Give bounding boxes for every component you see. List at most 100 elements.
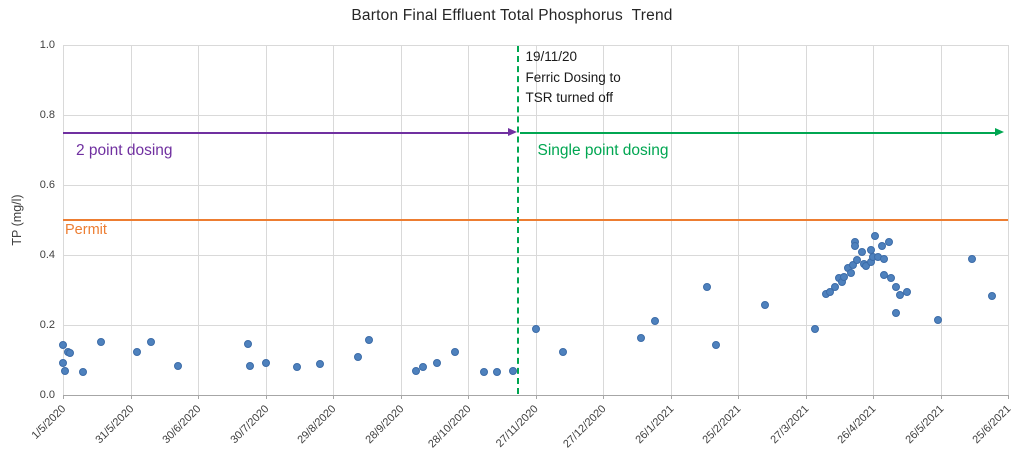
scatter-point: [761, 301, 769, 310]
x-tick-label: 29/8/2020: [295, 403, 339, 447]
scatter-point: [450, 347, 459, 356]
x-axis-tickmark: [63, 395, 64, 399]
scatter-point: [891, 309, 900, 318]
scatter-point: [97, 338, 106, 347]
scatter-point: [245, 361, 254, 370]
y-tick-label: 0.2: [39, 319, 55, 331]
x-axis-tickmark: [535, 395, 537, 399]
permit-label: Permit: [65, 222, 107, 238]
single-point-dosing-arrow: [519, 131, 995, 134]
scatter-point: [968, 254, 976, 263]
x-tick-label: 1/5/2020: [29, 403, 69, 442]
x-axis-tickmark: [1008, 395, 1009, 399]
scatter-point: [79, 367, 88, 376]
x-axis-tickmark: [940, 395, 942, 399]
scatter-point: [902, 287, 911, 296]
x-axis-tickmark: [333, 395, 334, 399]
two-point-dosing-label: 2 point dosing: [76, 141, 173, 159]
event-annotation-line-3: TSR turned off: [525, 90, 614, 105]
scatter-point: [884, 238, 893, 247]
y-axis-title: TP (mg/l): [10, 194, 24, 246]
scatter-point: [61, 366, 70, 375]
dosing-change-dashed-line: [516, 46, 519, 394]
y-tick-label: 0.0: [39, 389, 55, 401]
scatter-point: [59, 359, 67, 368]
x-axis-line: [63, 395, 1008, 396]
scatter-point: [851, 241, 859, 250]
scatter-point: [419, 363, 427, 371]
scatter-point: [878, 241, 886, 250]
scatter-point: [133, 347, 142, 356]
scatter-point: [891, 282, 900, 291]
y-tick-label: 0.6: [39, 179, 55, 191]
scatter-point: [846, 269, 855, 278]
x-axis-tickmark: [873, 395, 874, 399]
scatter-point: [146, 338, 155, 347]
single-point-dosing-label: Single point dosing: [537, 141, 669, 159]
scatter-point: [880, 254, 889, 263]
plot-area: Permit 2 point dosing Single point dosin…: [59, 45, 1009, 399]
x-tick-label: 28/10/2020: [426, 403, 474, 451]
scatter-point: [650, 316, 659, 325]
x-tick-label: 27/3/2021: [767, 403, 811, 447]
scatter-point: [988, 291, 997, 300]
scatter-point: [353, 352, 362, 361]
x-tick-label: 26/1/2021: [632, 403, 676, 447]
y-tick-label: 1.0: [39, 39, 55, 51]
scatter-point: [261, 359, 270, 368]
x-axis-tickmark: [198, 395, 199, 399]
scatter-point: [839, 272, 848, 281]
x-tick-label: 26/5/2021: [902, 403, 946, 447]
scatter-point: [848, 261, 857, 270]
x-axis-tickmark: [603, 395, 604, 399]
scatter-point: [934, 316, 943, 325]
x-axis-tickmark: [265, 395, 267, 399]
x-tick-label: 25/6/2021: [970, 403, 1014, 447]
scatter-point: [173, 361, 182, 370]
vertical-gridline: [1008, 45, 1009, 395]
x-axis-tickmark: [468, 395, 469, 399]
x-tick-label: 25/2/2021: [700, 403, 744, 447]
y-tick-label: 0.8: [39, 109, 55, 121]
scatter-point: [711, 340, 720, 349]
scatter-point: [65, 349, 74, 357]
scatter-point: [637, 334, 646, 343]
x-axis-tickmark: [805, 395, 807, 399]
x-tick-label: 28/9/2020: [362, 403, 406, 447]
scatter-point: [810, 324, 819, 333]
scatter-point: [871, 232, 880, 241]
x-axis-tickmark: [400, 395, 402, 399]
x-tick-label: 27/11/2020: [494, 403, 541, 450]
x-axis-tickmark: [738, 395, 739, 399]
scatter-point: [293, 362, 301, 371]
scatter-point: [857, 247, 866, 256]
chart-title: Barton Final Effluent Total Phosphorus T…: [351, 7, 673, 24]
two-point-dosing-arrowhead-icon: [507, 128, 517, 136]
event-annotation: 19/11/20 Ferric Dosing to TSR turned off: [526, 47, 621, 109]
x-axis-tickmark: [670, 395, 672, 399]
scatter-point: [315, 359, 324, 368]
scatter-point: [479, 367, 488, 376]
scatter-point: [59, 340, 67, 349]
scatter-point: [830, 282, 839, 291]
scatter-point: [558, 347, 567, 356]
scatter-point: [826, 287, 835, 296]
scatter-point: [432, 359, 441, 368]
scatter-point: [887, 274, 895, 283]
single-point-dosing-arrowhead-icon: [995, 128, 1004, 136]
scatter-point: [531, 324, 540, 333]
x-tick-label: 26/4/2021: [835, 403, 879, 447]
x-tick-label: 30/7/2020: [227, 403, 271, 447]
scatter-point: [702, 282, 711, 291]
x-axis-tickmark: [130, 395, 132, 399]
scatter-point: [365, 336, 373, 345]
event-annotation-line-2: Ferric Dosing to: [525, 69, 621, 85]
y-tick-label: 0.4: [39, 249, 55, 261]
x-tick-label: 27/12/2020: [561, 403, 609, 451]
x-tick-label: 31/5/2020: [92, 403, 136, 447]
event-annotation-line-1: 19/11/20: [525, 49, 578, 64]
two-point-dosing-arrow: [63, 131, 509, 134]
scatter-point: [243, 339, 252, 348]
scatter-point: [853, 255, 862, 264]
